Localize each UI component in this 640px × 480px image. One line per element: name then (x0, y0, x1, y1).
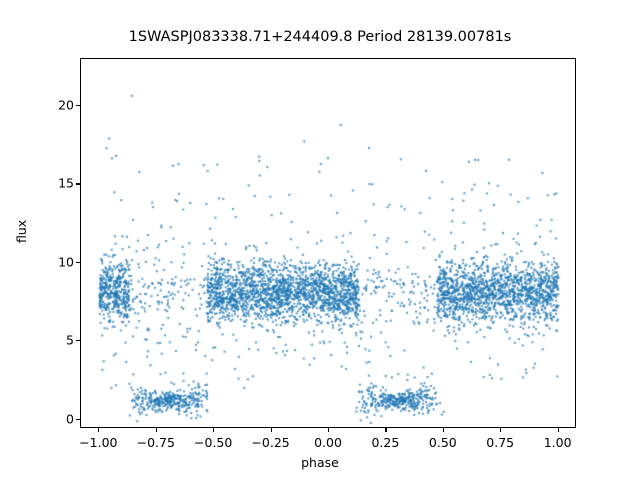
x-tick-mark (385, 428, 387, 432)
y-tick-mark (76, 418, 80, 420)
x-tick-label: 1.00 (543, 435, 572, 450)
x-tick-label: 0.50 (428, 435, 457, 450)
x-tick-mark (328, 428, 330, 432)
x-tick-mark (500, 428, 502, 432)
x-tick-label: 0.00 (314, 435, 342, 450)
scatter-plot-canvas (81, 59, 575, 427)
x-tick-label: −1.00 (79, 435, 118, 450)
y-tick-mark (76, 261, 80, 263)
y-tick-mark (76, 340, 80, 342)
x-tick-label: 0.75 (486, 435, 515, 450)
y-tick-label: 5 (66, 332, 74, 348)
x-tick-label: −0.50 (194, 435, 233, 450)
y-tick-label: 10 (58, 254, 74, 270)
y-tick-mark (76, 183, 80, 185)
y-tick-label: 20 (58, 97, 74, 113)
x-tick-mark (557, 428, 559, 432)
x-tick-label: 0.25 (371, 435, 400, 450)
chart-title: 1SWASPJ083338.71+244409.8 Period 28139.0… (128, 29, 512, 45)
x-tick-label: −0.25 (251, 435, 290, 450)
x-tick-mark (155, 428, 157, 432)
x-axis-label: phase (301, 455, 339, 470)
x-tick-label: −0.75 (136, 435, 175, 450)
y-tick-label: 15 (58, 175, 74, 191)
y-tick-label: 0 (66, 411, 74, 427)
x-tick-mark (270, 428, 272, 432)
x-tick-mark (213, 428, 215, 432)
y-tick-mark (76, 105, 80, 107)
y-axis-label: flux (14, 219, 29, 243)
x-tick-mark (98, 428, 100, 432)
x-tick-mark (442, 428, 444, 432)
plot-area (80, 58, 576, 428)
